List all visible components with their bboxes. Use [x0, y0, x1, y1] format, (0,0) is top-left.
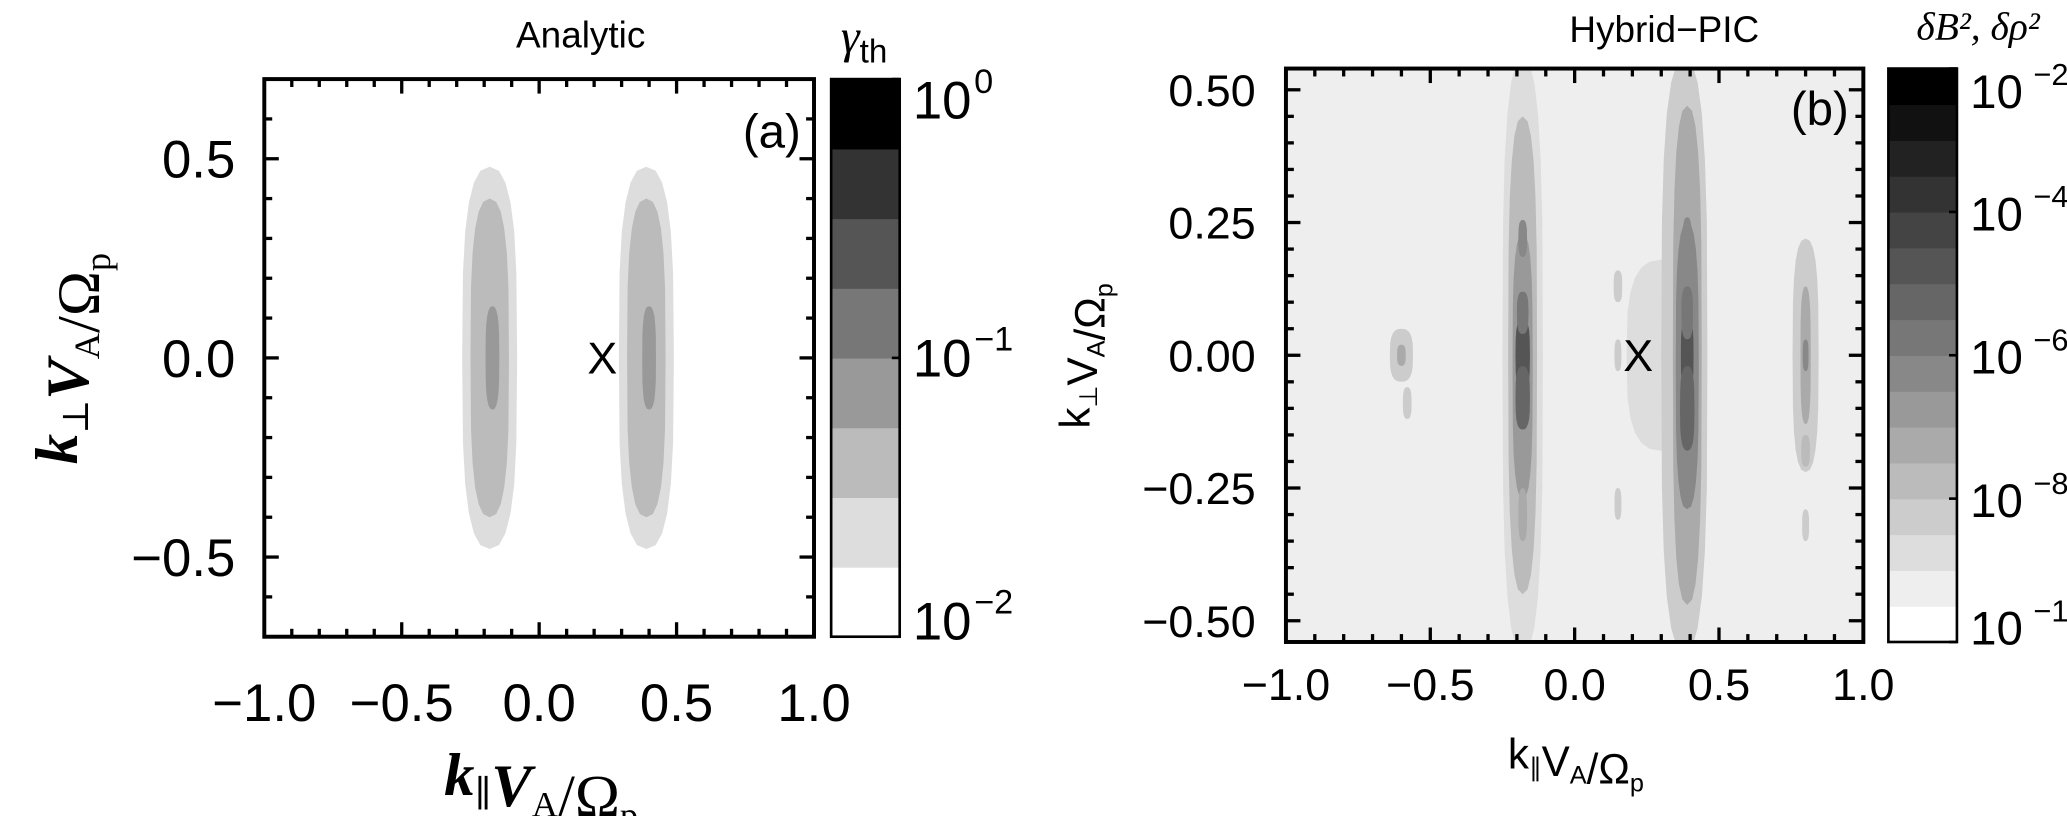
contour-level-5 [1397, 344, 1406, 366]
contour-level-7 [1682, 217, 1692, 260]
y-tick-label: 0.0 [162, 330, 235, 389]
colorbar-band [1888, 606, 1957, 643]
colorbar-tick-label: 10 −6 [1970, 323, 2067, 385]
colorbar-band [1888, 104, 1957, 141]
colorbar-band [831, 427, 900, 498]
panel-b-title: Hybrid−PIC [1569, 9, 1759, 50]
resonance-marker: X [587, 334, 617, 384]
panel-label: (b) [1791, 83, 1849, 136]
x-tick-label: 1.0 [777, 674, 850, 733]
contour-level-9 [1515, 365, 1530, 430]
resonance-marker: X [1623, 331, 1653, 381]
colorbar-band [831, 218, 900, 289]
colorbar-band [831, 79, 900, 150]
contour-level-3 [1613, 270, 1623, 303]
colorbar-band [1888, 534, 1957, 571]
plot-background [1285, 68, 1864, 642]
colorbar-tick-label: 10 −8 [1970, 466, 2067, 528]
x-tick-label: 0.5 [640, 674, 713, 733]
contour-level-3 [1802, 509, 1810, 542]
colorbar-band [1888, 319, 1957, 356]
x-tick-label: 0.0 [503, 674, 576, 733]
colorbar-band [1888, 68, 1957, 106]
panel-a-title: Analytic [516, 14, 645, 55]
colorbar-tick-label: 10−10 [1970, 593, 2067, 655]
panel-label: (a) [743, 106, 801, 159]
colorbar-band [1888, 211, 1957, 249]
colorbar-tick-label: 10 0 [913, 63, 993, 131]
x-axis-label: k∥VA/Ωp [444, 742, 638, 816]
colorbar-band [831, 288, 900, 359]
contour-layer [1389, 68, 1819, 642]
contour-level-9 [1679, 365, 1695, 451]
x-tick-label: −1.0 [212, 674, 316, 733]
plot-background [264, 79, 815, 637]
x-tick-label: −0.5 [350, 674, 454, 733]
colorbar-band [1888, 426, 1957, 464]
colorbar-band [1888, 355, 1957, 392]
y-tick-label: −0.50 [1142, 597, 1255, 647]
y-tick-label: 0.5 [162, 131, 235, 190]
colorbar-band [1888, 570, 1957, 607]
contour-level-8 [1681, 286, 1694, 340]
colorbar-tick-label: 10 −1 [913, 321, 1013, 389]
y-axis-label: k⊥VA/Ωp [24, 253, 118, 464]
colorbar-tick-label: 10 −2 [913, 584, 1013, 652]
colorbar-band [1888, 498, 1957, 536]
x-tick-label: 0.0 [1543, 660, 1605, 710]
contour-level-4 [1801, 434, 1810, 467]
y-axis-label: k⊥VA/Ωp [1052, 283, 1119, 428]
colorbar-tick-label: 10 −4 [1970, 179, 2067, 241]
x-axis-label: k∥VA/Ωp [1508, 731, 1644, 798]
contour-level-3 [485, 306, 500, 410]
y-tick-label: 0.50 [1168, 66, 1255, 116]
y-tick-label: −0.5 [131, 529, 235, 588]
contour-level-3 [1614, 339, 1622, 372]
colorbar-band [1888, 391, 1957, 428]
contour-level-7 [1802, 339, 1809, 372]
x-tick-label: −0.5 [1386, 660, 1474, 710]
y-tick-label: 0.00 [1168, 331, 1255, 381]
contour-level-3 [1402, 387, 1412, 419]
contour-level-3 [1614, 488, 1622, 520]
colorbar-tick-label: 10 −2 [1970, 57, 2067, 119]
colorbar-title: γth [841, 12, 887, 71]
colorbar-band [831, 357, 900, 429]
colorbar-title: δB², δρ² [1916, 5, 2040, 49]
colorbar-band [1888, 283, 1957, 321]
colorbar-band [831, 497, 900, 568]
panel-a-analytic: Analytic X (a) −1.0 −0.5 0.0 0.5 1.0 −0.5 0.0 0.5… [24, 12, 1013, 816]
colorbar-band [1888, 247, 1957, 285]
colorbar-band [1888, 176, 1957, 213]
y-tick-label: −0.25 [1142, 464, 1255, 514]
contour-level-7 [1518, 219, 1528, 258]
colorbar-band [831, 567, 900, 638]
x-tick-label: 1.0 [1832, 660, 1894, 710]
contour-level-3 [642, 306, 656, 410]
contour-level-8 [1516, 291, 1529, 335]
y-tick-label: 0.25 [1168, 199, 1255, 249]
colorbar-band [1888, 462, 1957, 500]
contour-level-5 [1518, 488, 1528, 542]
panel-b-hybrid-pic: Hybrid−PIC X (b) −1.0 −0.5 0.0 0.5 1.0 −0.50 −0.… [1052, 5, 2067, 798]
contour-layer [462, 166, 674, 550]
x-tick-label: 0.5 [1688, 660, 1750, 710]
colorbar-band [831, 148, 900, 220]
x-tick-label: −1.0 [1242, 660, 1330, 710]
colorbar-band [1888, 140, 1957, 177]
